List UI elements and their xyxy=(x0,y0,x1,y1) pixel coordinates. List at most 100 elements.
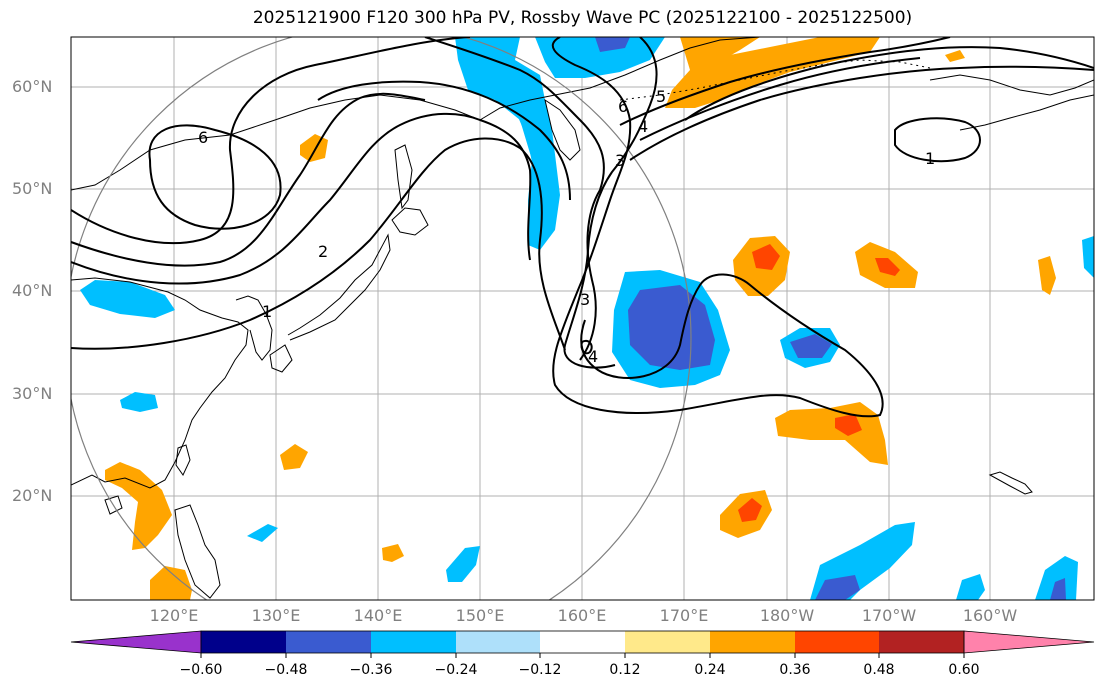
colorbar-seg-7 xyxy=(710,631,795,653)
coast-korea xyxy=(235,295,273,361)
coast-japan-honshu xyxy=(287,233,391,341)
pos-anomaly-central xyxy=(775,402,888,465)
map-title: 2025121900 F120 300 hPa PV, Rossby Wave … xyxy=(252,8,913,28)
colorbar-seg-1 xyxy=(201,631,286,653)
pos-anomaly-bottom-left xyxy=(150,566,192,600)
lon-label-160e: 160°E xyxy=(557,606,607,625)
pos-anomaly-south-core xyxy=(738,498,762,522)
neg-anomaly-far-se-core xyxy=(1050,578,1066,600)
lon-label-170e: 170°E xyxy=(659,606,709,625)
colorbar-seg-8 xyxy=(795,631,879,653)
colorbar-seg-6 xyxy=(625,631,710,653)
colorbar-frame xyxy=(200,630,965,654)
colorbar xyxy=(70,630,1095,658)
pos-anomaly-tiny-ne xyxy=(945,50,965,62)
contour-trough-main xyxy=(551,37,884,418)
coast-hainan xyxy=(104,495,123,515)
lat-label-50n: 50°N xyxy=(12,179,53,198)
colorbar-tick-6: 0.24 xyxy=(694,662,726,678)
pos-anomaly-edge-east xyxy=(1038,256,1056,295)
neg-anomaly-arctic-core xyxy=(595,37,630,52)
contour-3 xyxy=(424,37,605,361)
contour-label-1-east: 1 xyxy=(925,149,935,168)
coast-taiwan xyxy=(175,444,191,476)
neg-anomaly-far-se-1 xyxy=(956,574,985,600)
colorbar-tick-4: −0.12 xyxy=(518,662,562,678)
colorbar-tick-1: −0.48 xyxy=(264,662,308,678)
lon-label-150e: 150°E xyxy=(455,606,505,625)
contour-label-3: 3 xyxy=(615,151,625,170)
lat-label-60n: 60°N xyxy=(12,77,53,96)
lon-label-170w: 170°W xyxy=(861,606,917,625)
contour-6-west xyxy=(148,124,282,230)
colorbar-tick-5: 0.12 xyxy=(609,662,641,678)
neg-anomaly-west xyxy=(80,280,175,318)
neg-anomaly-small-2 xyxy=(247,524,278,542)
neg-anomaly-far-se-2 xyxy=(1035,556,1078,600)
contour-outer-2 xyxy=(71,92,426,267)
pv-contours xyxy=(71,37,1094,418)
colorbar-seg-2 xyxy=(286,631,371,653)
lon-label-160w: 160°W xyxy=(962,606,1018,625)
neg-anomaly-north-inner xyxy=(470,60,548,190)
contour-3-inner xyxy=(317,80,571,201)
coast-kamchatka xyxy=(544,98,581,161)
coast-japan-kyushu xyxy=(269,344,293,373)
coast-alaska xyxy=(929,74,1094,96)
colorbar-tick-3: −0.24 xyxy=(434,662,478,678)
pos-anomaly-small-north xyxy=(300,134,328,162)
contour-5 xyxy=(619,37,951,126)
contour-4 xyxy=(639,57,921,141)
neg-anomaly-central-core xyxy=(628,285,715,370)
contour-small-4 xyxy=(580,339,593,355)
neg-anomaly-small-1 xyxy=(120,392,158,412)
colorbar-seg-9 xyxy=(879,631,964,653)
lon-label-140e: 140°E xyxy=(353,606,403,625)
contour-trough-inner xyxy=(563,37,658,369)
coast-asia-mainland xyxy=(71,277,249,489)
colorbar-seg-4 xyxy=(456,631,540,653)
pv-anomaly-fill xyxy=(80,37,1094,600)
contour-label-3-trough: 3 xyxy=(580,290,590,309)
contour-2 xyxy=(71,112,532,285)
lon-label-130e: 130°E xyxy=(251,606,301,625)
contour-outer-1 xyxy=(71,37,471,245)
lat-label-20n: 20°N xyxy=(12,486,53,505)
coast-hawaii xyxy=(988,471,1033,495)
reference-circle xyxy=(71,37,692,600)
coast-philippines xyxy=(174,504,221,599)
pos-anomaly-mid-1-core xyxy=(752,244,780,270)
neg-anomaly-arctic xyxy=(535,37,665,78)
contour-ridge xyxy=(684,46,1094,121)
lat-label-40n: 40°N xyxy=(12,281,53,300)
colorbar-min-extension xyxy=(70,630,202,654)
colorbar-tick-2: −0.36 xyxy=(349,662,393,678)
colorbar-seg-5 xyxy=(540,631,625,653)
pos-anomaly-central-core xyxy=(835,414,862,436)
contour-1 xyxy=(71,137,566,351)
contour-labels: 6 2 1 3 4 5 6 3 4 1 xyxy=(198,87,935,366)
contour-1-east xyxy=(894,117,981,163)
coast-hokkaido xyxy=(391,207,429,236)
colorbar-tick-9: 0.60 xyxy=(948,662,980,678)
contour-label-1: 1 xyxy=(262,302,272,321)
colorbar-max-extension xyxy=(963,630,1095,654)
contour-label-6-east: 6 xyxy=(618,97,628,116)
pos-anomaly-mid-2-core xyxy=(875,258,900,276)
contour-label-6-west: 6 xyxy=(198,128,208,147)
pos-anomaly-southwest xyxy=(105,462,172,550)
coast-russia-north xyxy=(71,37,761,191)
neg-anomaly-north xyxy=(455,37,560,250)
coast-sakhalin xyxy=(394,144,413,210)
coast-alaska-peninsula xyxy=(959,94,1094,131)
neg-anomaly-small-3 xyxy=(446,546,480,582)
pos-anomaly-small-2 xyxy=(280,444,308,470)
neg-anomaly-southeast-core xyxy=(815,575,860,600)
colorbar-tick-0: −0.60 xyxy=(179,662,223,678)
contour-label-4: 4 xyxy=(638,117,648,136)
lat-label-30n: 30°N xyxy=(12,384,53,403)
contour-label-4-trough: 4 xyxy=(588,347,598,366)
colorbar-tick-7: 0.36 xyxy=(779,662,811,678)
contour-label-2: 2 xyxy=(318,242,328,261)
